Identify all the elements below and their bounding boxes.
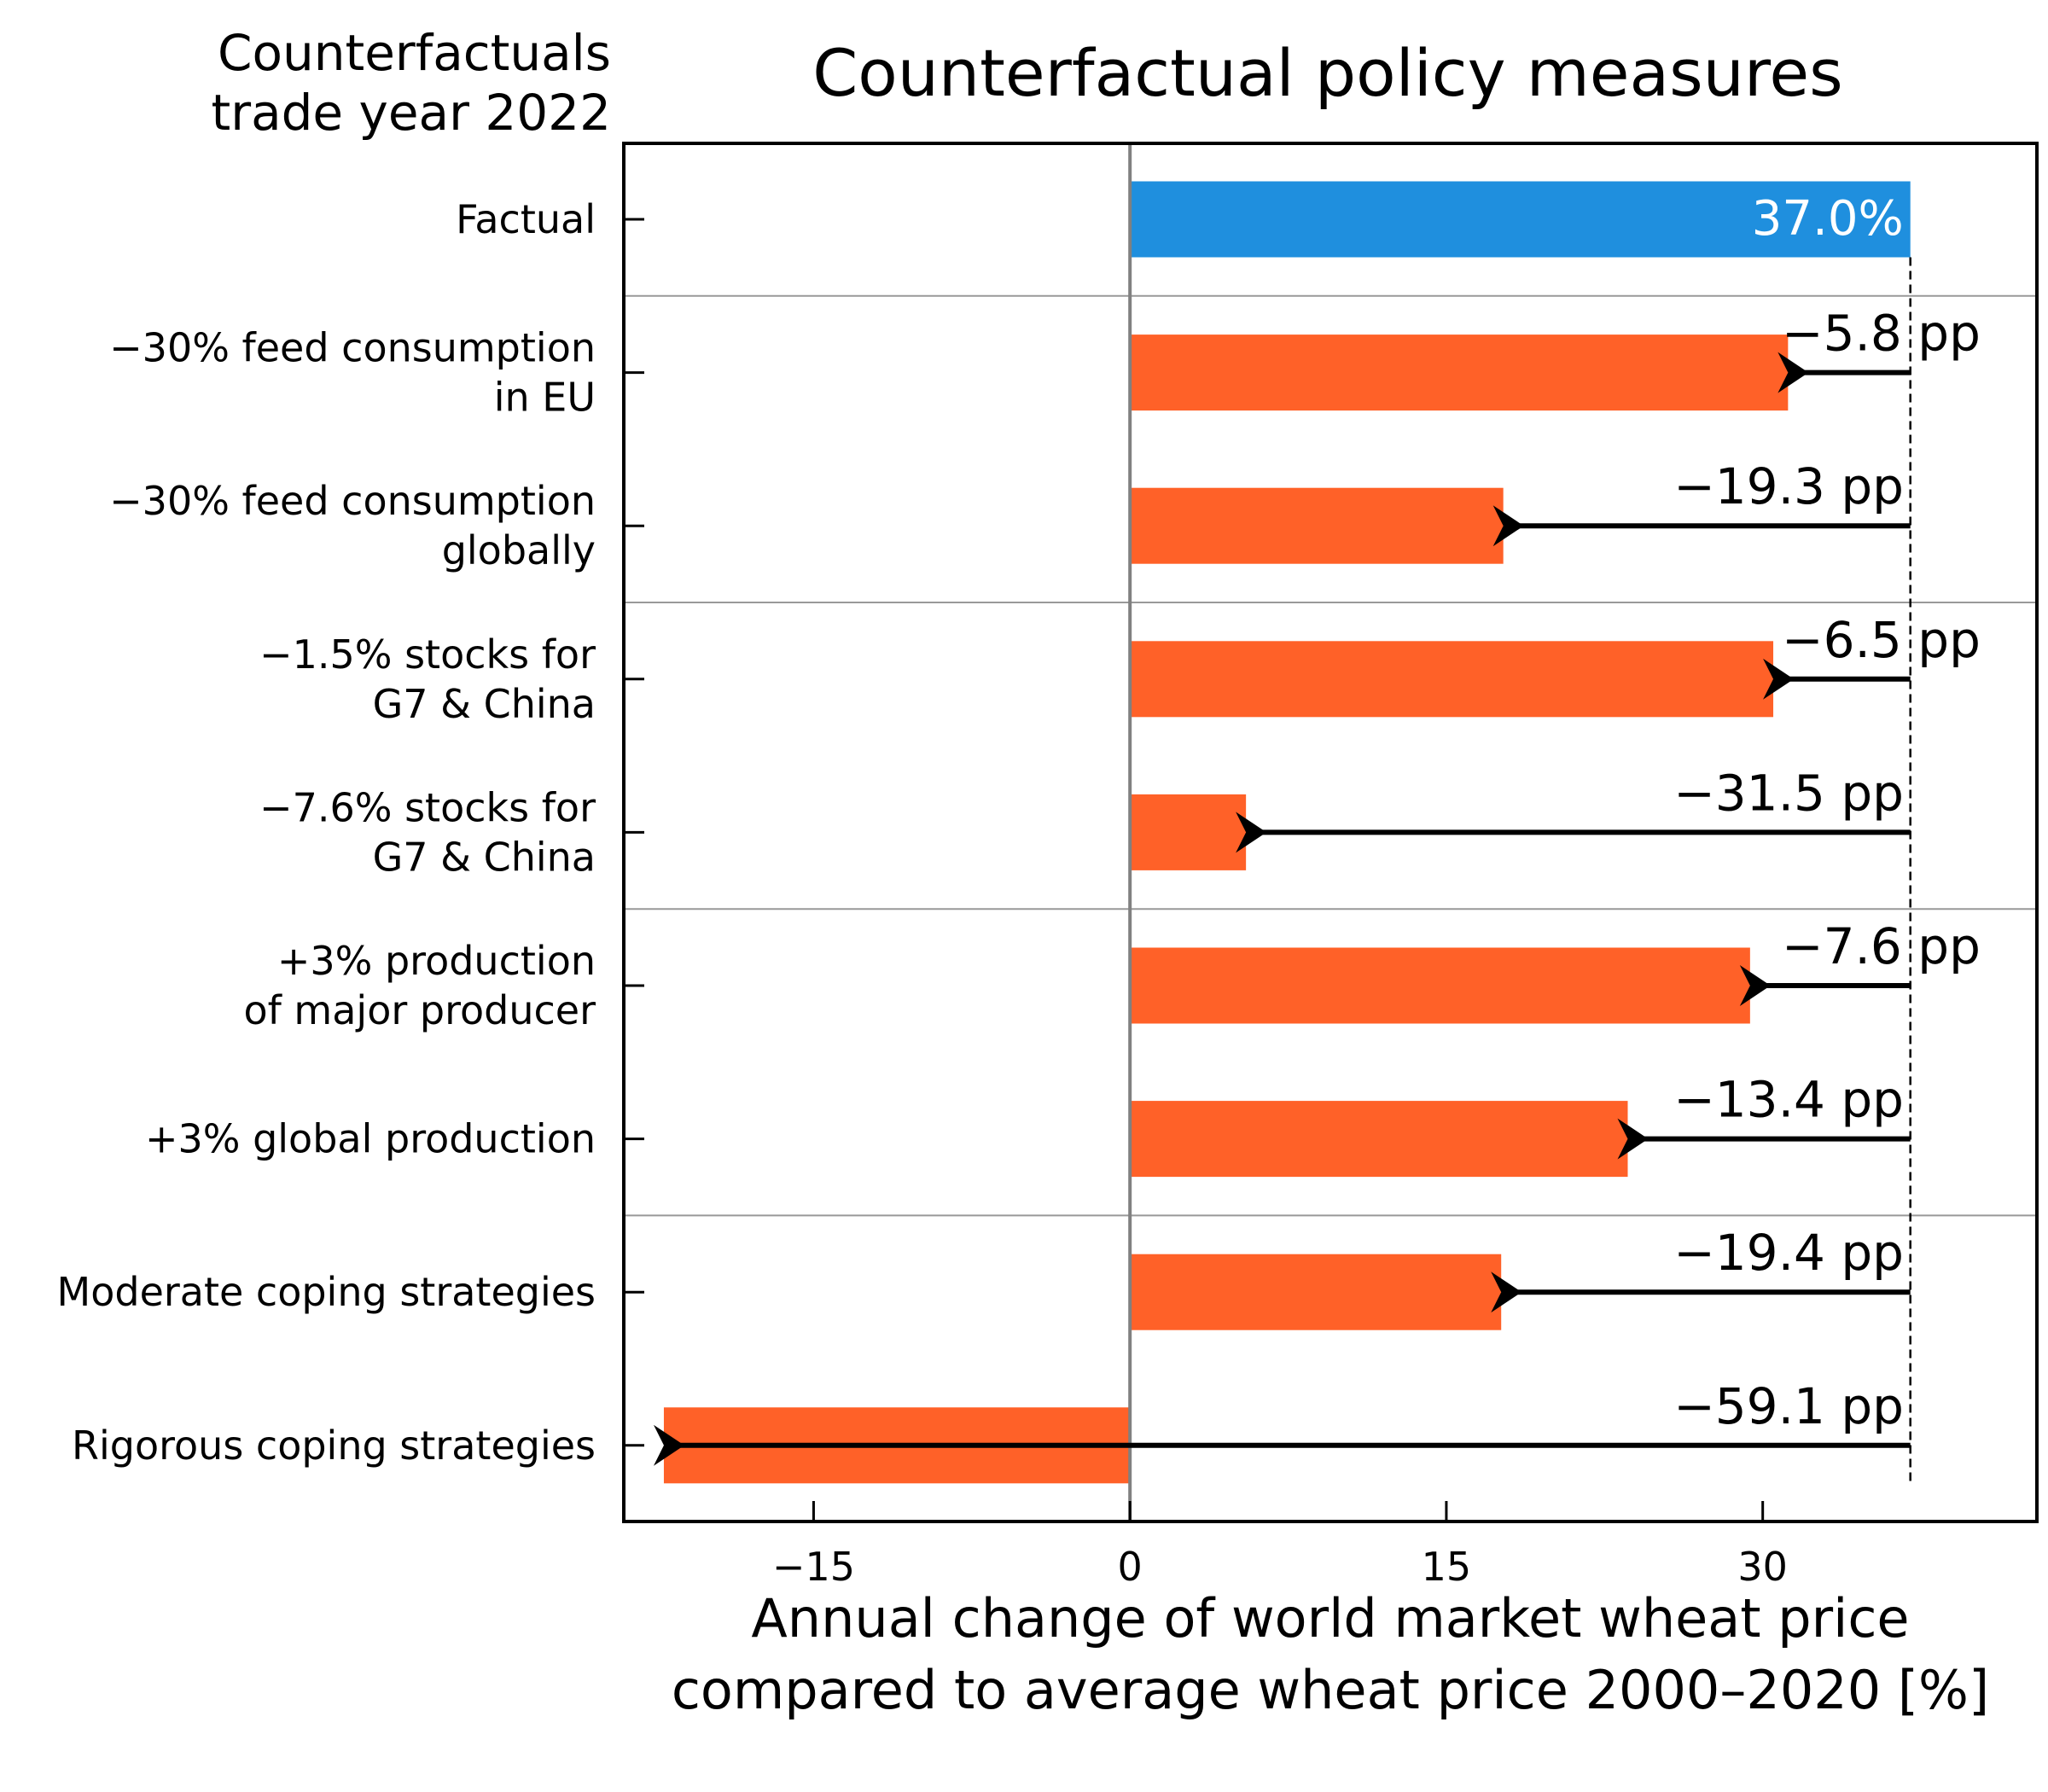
y-tick-label: G7 & China [373,681,596,727]
change-label: −19.4 pp [1673,1224,1904,1282]
x-tick-label: −15 [772,1544,855,1590]
change-label: −31.5 pp [1673,764,1904,822]
counterfactual-bar [1130,487,1504,564]
chart-title: Counterfactual policy measures [812,35,1843,111]
y-tick-label: G7 & China [373,834,596,880]
x-axis-label-line2: compared to average wheat price 2000–202… [672,1659,1989,1721]
corner-label-line1: Counterfactuals [218,24,611,82]
corner-label-line2: trade year 2022 [211,84,611,142]
change-label: −7.6 pp [1782,917,1981,975]
y-tick-label: −7.6% stocks for [259,784,596,830]
change-label: −5.8 pp [1782,305,1981,363]
counterfactual-bar [1130,1101,1628,1178]
factual-bar [1130,181,1911,258]
x-tick-label: 0 [1118,1544,1143,1590]
change-label: −6.5 pp [1782,611,1981,669]
y-tick-label: globally [442,527,596,573]
y-tick-label: of major producer [243,987,596,1033]
y-tick-label: −30% feed consumption [109,325,596,371]
counterfactual-bar [1130,794,1247,870]
y-tick-label: Factual [456,196,596,242]
y-tick-label: in EU [494,375,596,421]
change-label: −59.1 pp [1673,1377,1904,1435]
counterfactual-bar [1130,947,1750,1024]
x-tick-label: 15 [1422,1544,1472,1590]
counterfactual-bar [1130,335,1789,411]
counterfactual-bar [1130,1254,1502,1330]
counterfactual-bar [1130,641,1774,718]
y-tick-label: +3% global production [145,1116,596,1162]
change-label: −13.4 pp [1673,1071,1904,1129]
x-tick-label: 30 [1737,1544,1788,1590]
y-tick-label: Moderate coping strategies [57,1269,596,1315]
change-label: −19.3 pp [1673,457,1904,515]
y-tick-label: −1.5% stocks for [259,631,596,678]
axes-frame [622,142,2039,1523]
y-tick-label: Rigorous coping strategies [72,1423,596,1469]
factual-value-label: 37.0% [1752,191,1904,247]
x-axis-label-line1: Annual change of world market wheat pric… [751,1587,1909,1649]
y-tick-label: −30% feed consumption [109,478,596,524]
y-tick-label: +3% production [277,938,596,984]
